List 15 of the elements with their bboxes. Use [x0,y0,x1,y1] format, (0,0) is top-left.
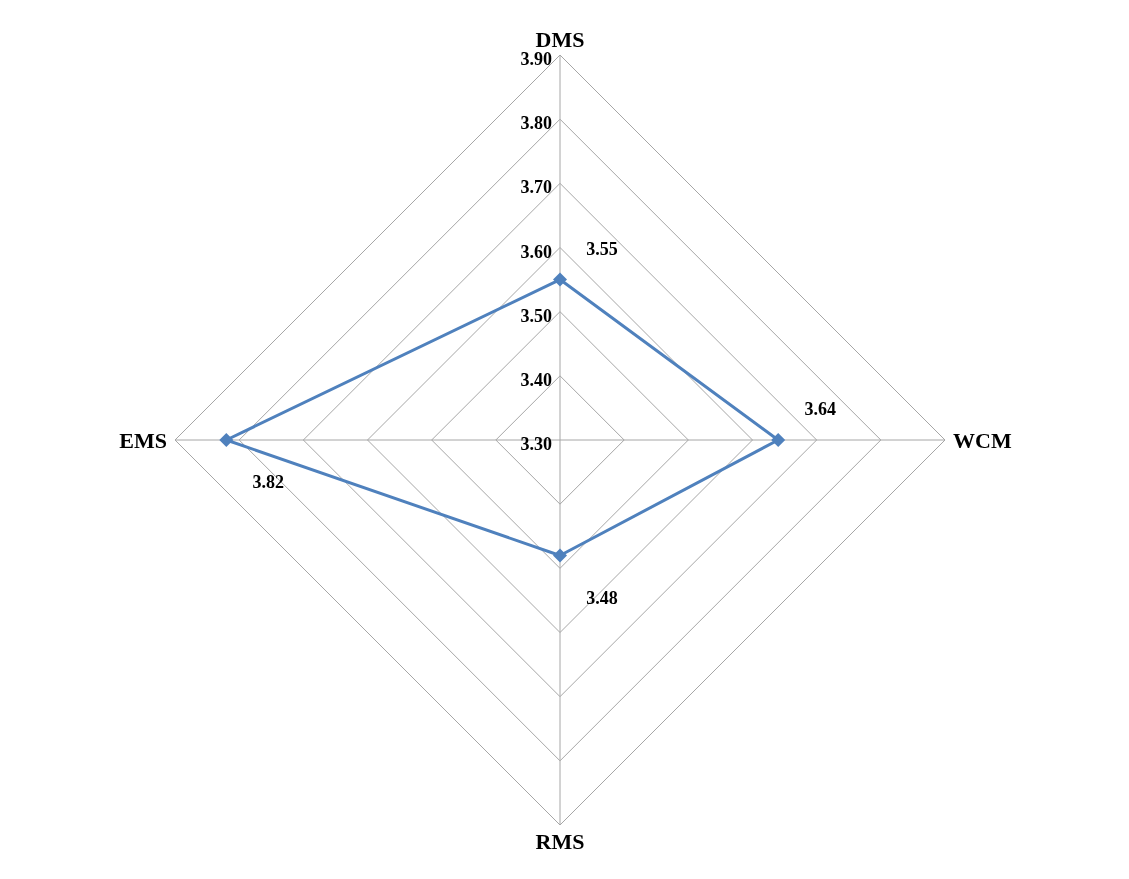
spoke-label: RMS [535,828,585,854]
y-tick-label: 3.70 [520,177,552,198]
data-label: 3.82 [252,472,285,492]
spoke-label: WCM [953,427,1012,453]
spoke-label: EMS [119,427,167,453]
y-tick-label: 3.40 [520,369,552,390]
data-label: 3.48 [586,587,618,608]
y-tick-label: 3.30 [520,434,552,454]
data-label: 3.55 [586,238,618,259]
y-tick-label: 3.80 [520,113,552,134]
spoke-label: DMS [535,27,585,52]
y-tick-label: 3.60 [520,241,552,262]
data-label: 3.64 [804,399,836,419]
y-tick-label: 3.50 [520,305,552,326]
y-tick-label: 3.90 [520,49,552,69]
